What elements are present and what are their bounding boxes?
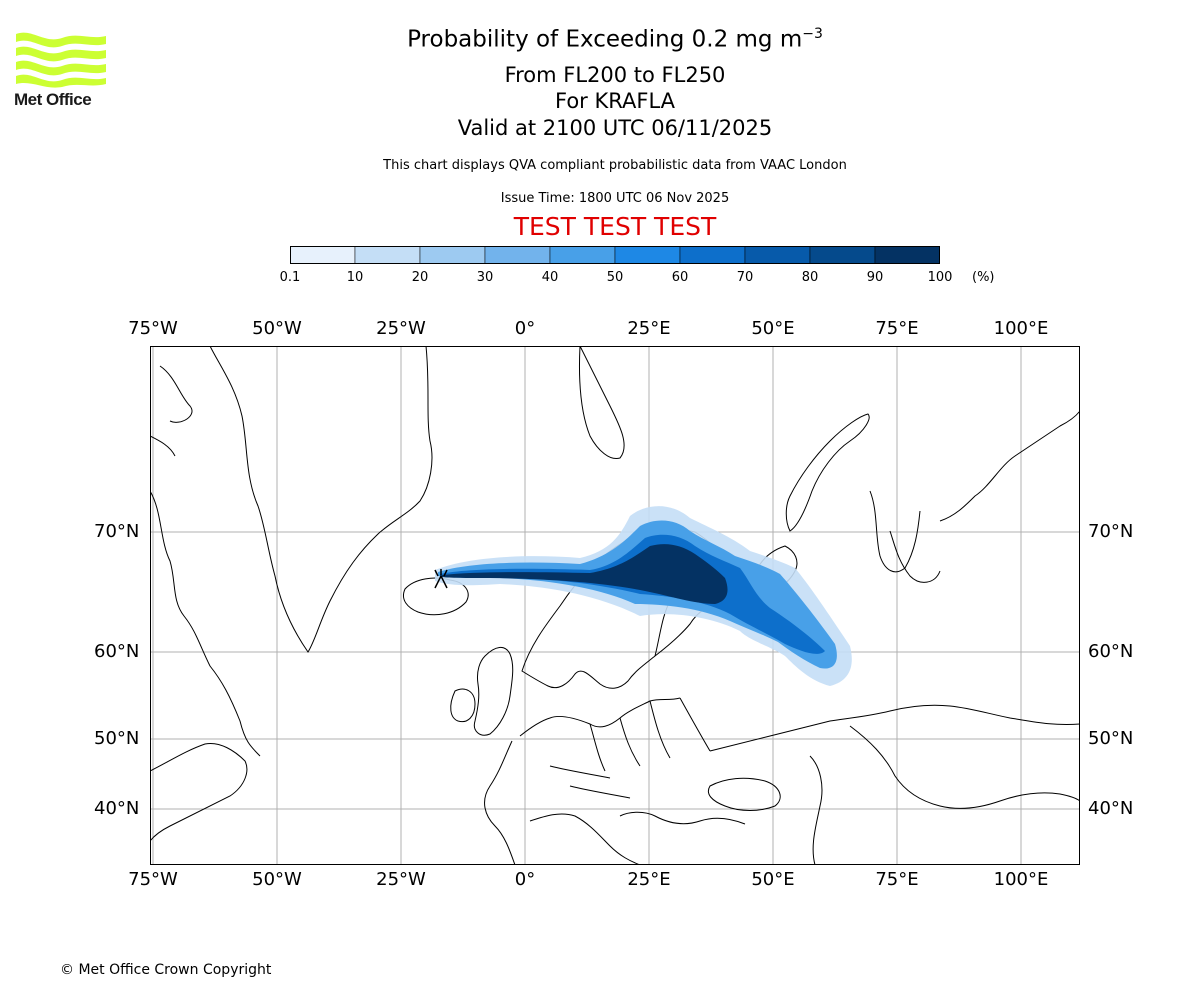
- chart-title: Probability of Exceeding 0.2 mg m−3: [407, 26, 823, 53]
- volcano-name: For KRAFLA: [555, 89, 675, 113]
- colorbar-cell: [549, 246, 616, 264]
- colorbar-tick-label: 20: [411, 270, 429, 285]
- chart-description: This chart displays QVA compliant probab…: [383, 158, 847, 173]
- britain-coast: [473, 647, 514, 736]
- colorbar-tick-label: 60: [671, 270, 689, 285]
- colorbar-tick-label: 40: [541, 270, 559, 285]
- lon-label-bottom: 0°: [514, 869, 536, 890]
- graticule: [150, 346, 1080, 865]
- coastlines: [150, 346, 1080, 865]
- volcano-symbol: [434, 569, 448, 589]
- lon-label-bottom: 75°W: [128, 869, 178, 890]
- valid-time: Valid at 2100 UTC 06/11/2025: [457, 116, 773, 140]
- colorbar-tick-label: 0.1: [279, 270, 301, 285]
- ireland-coast: [450, 688, 476, 723]
- lon-label-top: 75°W: [128, 318, 178, 339]
- lat-label-left: 70°N: [94, 521, 140, 542]
- colorbar-tick-label: 100: [927, 270, 953, 285]
- lon-label-bottom: 100°E: [993, 869, 1049, 890]
- copyright-notice: © Met Office Crown Copyright: [60, 962, 272, 978]
- novaya-zemlya-coast: [785, 413, 870, 532]
- lat-label-left: 50°N: [94, 728, 140, 749]
- colorbar-tick-label: 30: [476, 270, 494, 285]
- plume-band-mid: [438, 520, 837, 669]
- europe-coast: [484, 697, 681, 865]
- lat-label-right: 60°N: [1088, 641, 1134, 662]
- colorbar-tick-label: 50: [606, 270, 624, 285]
- caspian-coast: [809, 755, 823, 865]
- colorbar-cell: [614, 246, 681, 264]
- issue-time: Issue Time: 1800 UTC 06 Nov 2025: [500, 191, 730, 206]
- logo-text: Met Office: [14, 90, 92, 109]
- colorbar-tick-label: 80: [801, 270, 819, 285]
- met-office-waves-icon: [16, 32, 106, 88]
- lon-label-top: 50°E: [751, 318, 795, 339]
- colorbar-cell: [874, 246, 940, 264]
- plume-band-high: [440, 534, 825, 654]
- colorbar-tick-label: 70: [736, 270, 754, 285]
- labrador-coast: [150, 742, 248, 842]
- lon-label-bottom: 50°W: [252, 869, 302, 890]
- baffin-coast: [150, 490, 261, 757]
- colorbar-cell: [419, 246, 486, 264]
- svalbard-coast: [579, 346, 625, 460]
- lon-label-top: 50°W: [252, 318, 302, 339]
- colorbar-unit: (%): [972, 270, 995, 285]
- siberia-coast: [939, 410, 1080, 522]
- lon-label-top: 100°E: [993, 318, 1049, 339]
- mediterranean-coast: [529, 811, 746, 865]
- lon-label-top: 0°: [514, 318, 536, 339]
- black-sea-coast: [707, 777, 781, 811]
- plume-core: [442, 544, 728, 604]
- lon-label-bottom: 75°E: [875, 869, 919, 890]
- title-exponent: −3: [802, 26, 823, 42]
- test-banner: TEST TEST TEST: [513, 212, 717, 241]
- ash-probability-map: [150, 346, 1080, 865]
- lon-label-top: 75°E: [875, 318, 919, 339]
- lat-label-right: 70°N: [1088, 521, 1134, 542]
- lon-label-bottom: 25°E: [627, 869, 671, 890]
- colorbar-cell: [484, 246, 551, 264]
- lat-label-right: 40°N: [1088, 798, 1134, 819]
- flight-level-range: From FL200 to FL250: [504, 63, 726, 87]
- ash-plume: [435, 506, 852, 686]
- lon-label-bottom: 25°W: [376, 869, 426, 890]
- greenland-coast: [209, 346, 433, 653]
- colorbar-cell: [354, 246, 421, 264]
- map-frame: [150, 346, 1080, 865]
- yamal-coast: [869, 490, 941, 583]
- colorbar-tick-label: 10: [346, 270, 364, 285]
- lat-label-left: 60°N: [94, 641, 140, 662]
- colorbar-cell: [290, 246, 356, 264]
- lon-label-bottom: 50°E: [751, 869, 795, 890]
- lon-label-top: 25°W: [376, 318, 426, 339]
- lat-label-left: 40°N: [94, 798, 140, 819]
- colorbar-cell: [744, 246, 811, 264]
- probability-colorbar: [290, 246, 940, 264]
- lon-label-top: 25°E: [627, 318, 671, 339]
- lat-label-right: 50°N: [1088, 728, 1134, 749]
- colorbar-cell: [809, 246, 876, 264]
- met-office-logo: Met Office: [14, 30, 108, 114]
- colorbar-cell: [679, 246, 746, 264]
- colorbar-tick-label: 90: [866, 270, 884, 285]
